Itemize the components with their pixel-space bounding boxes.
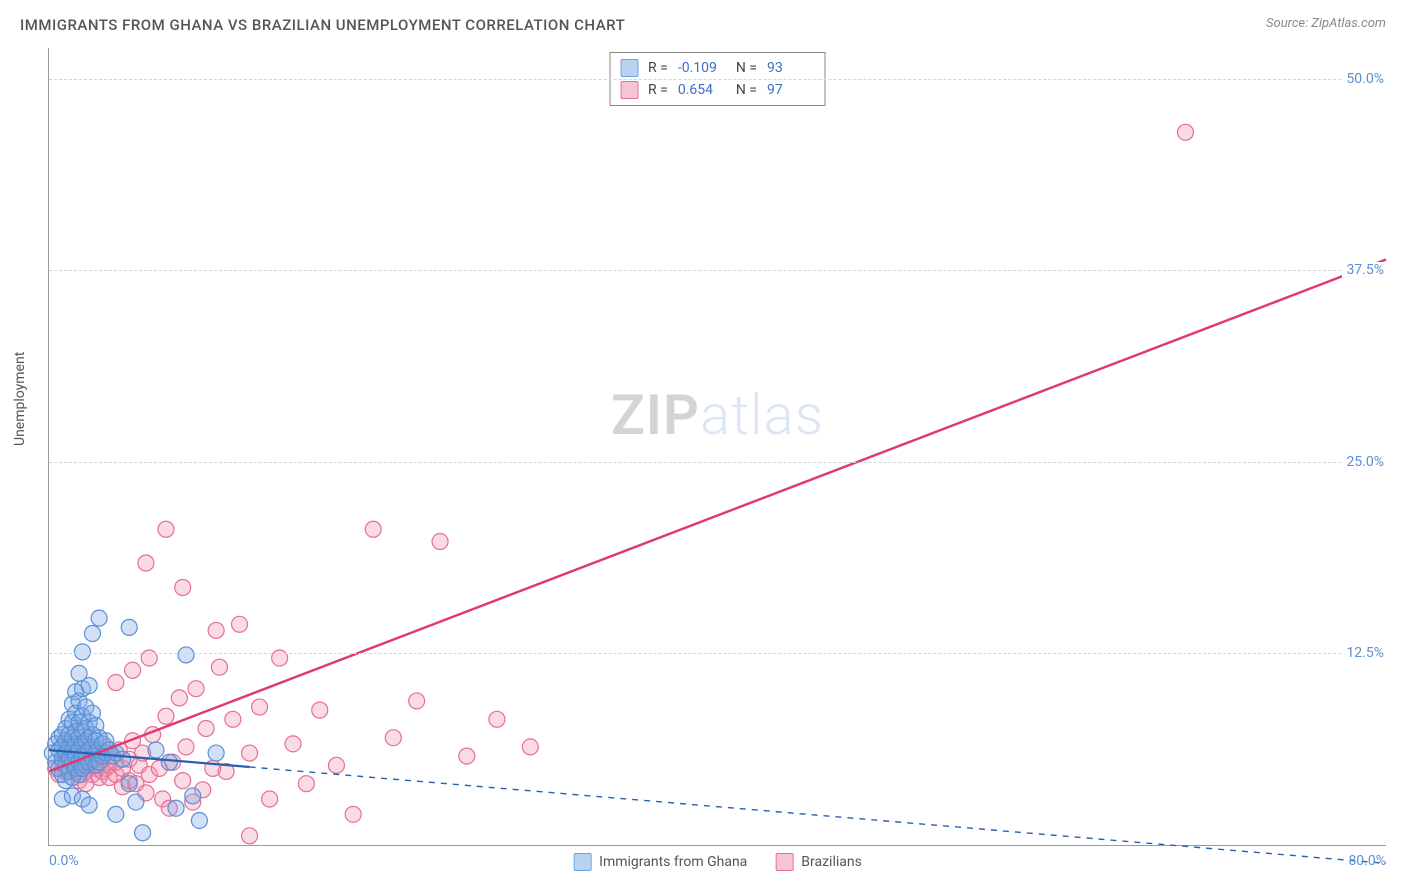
legend-swatch-ghana-2 [573, 853, 591, 871]
legend-item-brazil: Brazilians [775, 853, 862, 871]
brazil-point [175, 580, 191, 596]
x-tick-min: 0.0% [49, 853, 79, 869]
gridline [49, 270, 1386, 271]
legend-row-brazil: R = 0.654 N = 97 [620, 79, 815, 101]
brazil-point [138, 555, 154, 571]
ghana-point [128, 794, 144, 810]
x-tick-max: 80.0% [1348, 853, 1386, 869]
gridline [49, 462, 1386, 463]
ghana-point [121, 776, 137, 792]
brazil-point [211, 659, 227, 675]
chart-title: IMMIGRANTS FROM GHANA VS BRAZILIAN UNEMP… [20, 16, 625, 34]
brazil-point [298, 776, 314, 792]
scatter-svg [49, 48, 1386, 845]
brazil-point [312, 702, 328, 718]
brazil-point [232, 616, 248, 632]
ghana-point [168, 800, 184, 816]
ghana-point [81, 797, 97, 813]
legend-swatch-brazil-2 [775, 853, 793, 871]
legend-swatch-brazil [620, 81, 638, 99]
brazil-point [385, 730, 401, 746]
brazil-point [1177, 124, 1193, 140]
brazil-point [158, 521, 174, 537]
ghana-point [91, 610, 107, 626]
brazil-point [489, 711, 505, 727]
ghana-point [161, 754, 177, 770]
legend-n-value-brazil: 97 [767, 82, 815, 98]
source-credit: Source: ZipAtlas.com [1266, 16, 1386, 31]
ghana-point [81, 678, 97, 694]
brazil-point [158, 708, 174, 724]
brazil-point [242, 828, 258, 844]
brazil-point [198, 721, 214, 737]
y-tick-label: 37.5% [1342, 262, 1388, 278]
brazil-point [252, 699, 268, 715]
legend-r-value-brazil: 0.654 [678, 82, 726, 98]
brazil-point [208, 622, 224, 638]
legend-r-label: R = [648, 82, 668, 98]
brazil-point [175, 773, 191, 789]
ghana-point [115, 751, 131, 767]
ghana-point [178, 647, 194, 663]
legend-label-ghana: Immigrants from Ghana [599, 854, 747, 870]
ghana-point [191, 812, 207, 828]
y-tick-label: 12.5% [1342, 645, 1388, 661]
brazil-point [171, 690, 187, 706]
ghana-point [84, 625, 100, 641]
brazil-point [125, 662, 141, 678]
brazil-point [225, 711, 241, 727]
ghana-point [135, 825, 151, 841]
legend-r-label: R = [648, 60, 668, 76]
brazil-point [459, 748, 475, 764]
brazil-point [272, 650, 288, 666]
legend-swatch-ghana [620, 59, 638, 77]
y-axis-label: Unemployment [12, 352, 28, 446]
legend-n-label: N = [736, 82, 757, 98]
ghana-point [74, 644, 90, 660]
brazil-point [409, 693, 425, 709]
ghana-point [121, 619, 137, 635]
brazil-point [108, 675, 124, 691]
legend-row-ghana: R = -0.109 N = 93 [620, 57, 815, 79]
legend-series: Immigrants from Ghana Brazilians [573, 853, 862, 871]
y-tick-label: 50.0% [1342, 71, 1388, 87]
brazil-point [242, 745, 258, 761]
brazil-point [188, 681, 204, 697]
legend-n-label: N = [736, 60, 757, 76]
gridline [49, 79, 1386, 80]
brazil-point [522, 739, 538, 755]
brazil-point [365, 521, 381, 537]
legend-item-ghana: Immigrants from Ghana [573, 853, 747, 871]
brazil-point [178, 739, 194, 755]
brazil-point [432, 534, 448, 550]
ghana-point [185, 788, 201, 804]
y-tick-label: 25.0% [1342, 454, 1388, 470]
ghana-point [208, 745, 224, 761]
ghana-trendline-dashed [250, 767, 1386, 863]
legend-label-brazil: Brazilians [801, 854, 862, 870]
ghana-point [108, 806, 124, 822]
brazil-trendline [49, 260, 1386, 772]
legend-r-value-ghana: -0.109 [678, 60, 726, 76]
brazil-point [141, 650, 157, 666]
chart-plot-area: ZIPatlas R = -0.109 N = 93 R = 0.654 N =… [48, 48, 1386, 846]
legend-n-value-ghana: 93 [767, 60, 815, 76]
gridline [49, 653, 1386, 654]
brazil-point [328, 757, 344, 773]
brazil-point [262, 791, 278, 807]
ghana-point [148, 742, 164, 758]
brazil-point [285, 736, 301, 752]
brazil-point [345, 806, 361, 822]
